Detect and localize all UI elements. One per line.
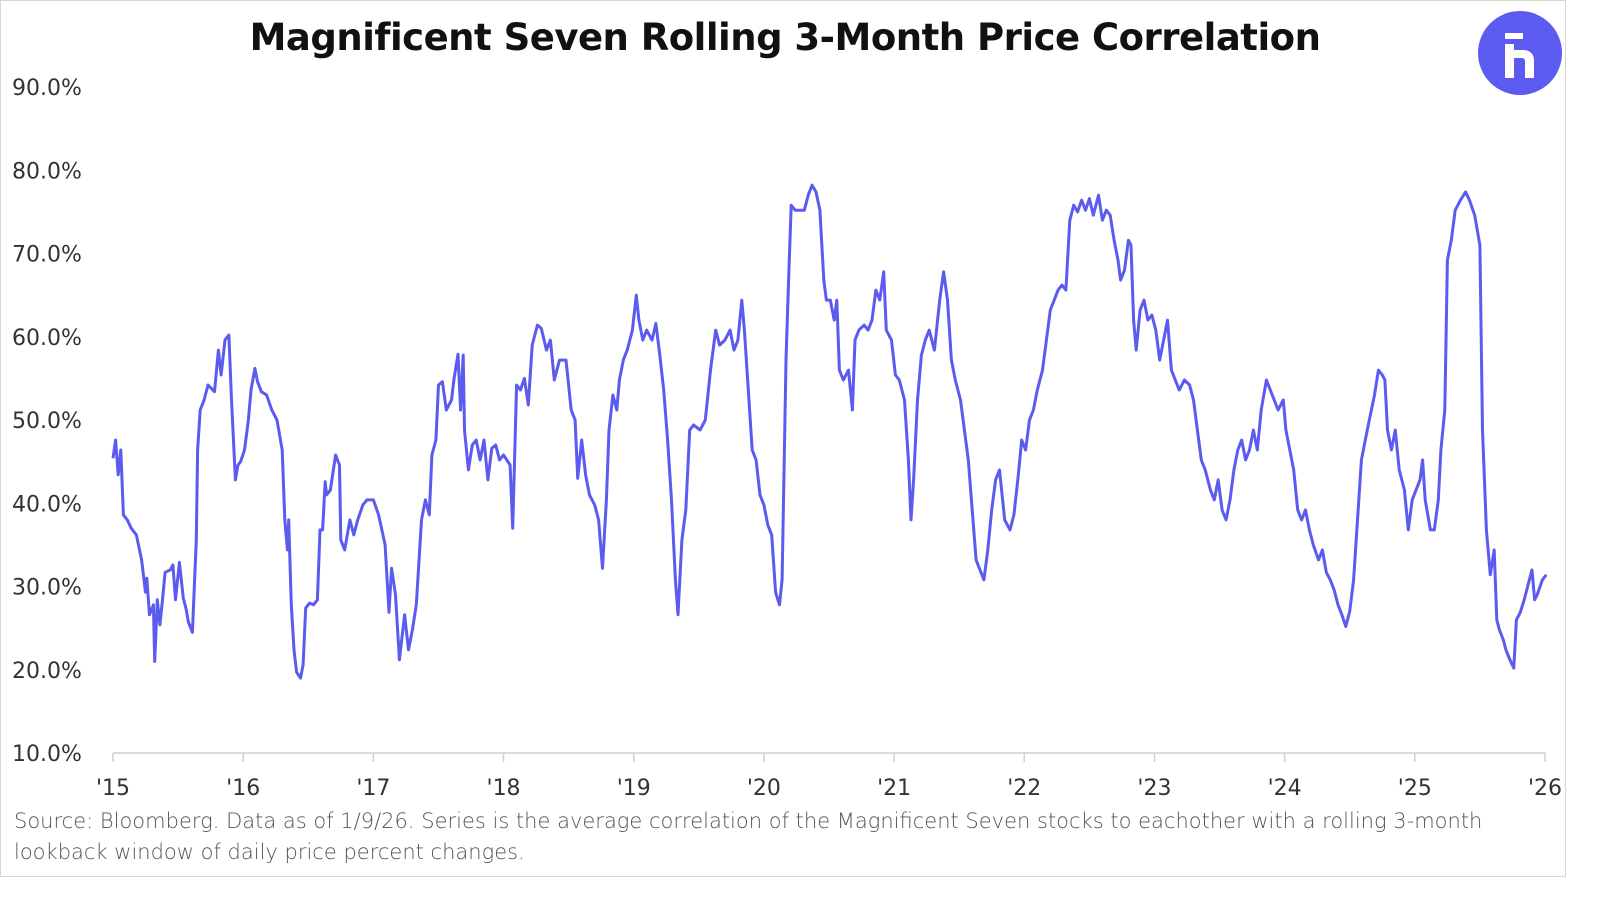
x-tick-label: '20 <box>747 776 781 801</box>
y-tick-label: 90.0% <box>12 76 82 101</box>
x-tick-label: '26 <box>1528 776 1562 801</box>
x-tick-label: '22 <box>1007 776 1041 801</box>
x-tick-label: '15 <box>96 776 130 801</box>
y-tick-label: 50.0% <box>12 409 82 434</box>
y-tick-label: 70.0% <box>12 243 82 268</box>
y-tick-label: 60.0% <box>12 326 82 351</box>
x-tick-label: '25 <box>1398 776 1432 801</box>
x-tick-label: '23 <box>1137 776 1171 801</box>
x-tick-label: '18 <box>487 776 521 801</box>
source-note: Source: Bloomberg. Data as of 1/9/26. Se… <box>14 809 1483 864</box>
y-tick-label: 30.0% <box>12 576 82 601</box>
x-tick-label: '21 <box>877 776 911 801</box>
x-tick-label: '19 <box>617 776 651 801</box>
y-tick-label: 80.0% <box>12 159 82 184</box>
chart-frame <box>0 0 1566 877</box>
x-tick-label: '17 <box>356 776 390 801</box>
y-tick-label: 40.0% <box>12 492 82 517</box>
x-axis: '15 '16 '17 '18 '19 '20 '21 '22 '23 '24 '25 '26 <box>96 752 1562 801</box>
chart-title: Magnificent Seven Rolling 3-Month Price … <box>249 16 1321 59</box>
x-tick-label: '16 <box>226 776 260 801</box>
brand-logo <box>1478 11 1562 95</box>
logo-glyph <box>1505 33 1534 78</box>
x-tick-label: '24 <box>1268 776 1302 801</box>
y-tick-label: 10.0% <box>12 742 82 767</box>
y-tick-label: 20.0% <box>12 659 82 684</box>
series-line <box>111 183 1548 680</box>
y-axis: 90.0% 80.0% 70.0% 60.0% 50.0% 40.0% 30.0% 20.0%… <box>12 76 82 767</box>
